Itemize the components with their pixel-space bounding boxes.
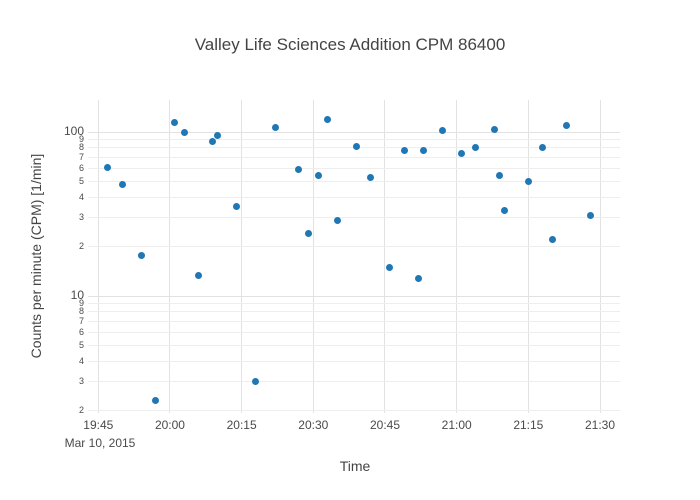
h-gridline <box>88 217 620 219</box>
y-tick-label: 10 <box>70 288 84 302</box>
h-gridline <box>88 180 620 182</box>
v-gridline <box>527 100 529 413</box>
h-gridline <box>88 246 620 248</box>
x-tick-label: 20:45 <box>369 418 400 432</box>
data-point[interactable] <box>152 397 160 405</box>
v-gridline <box>241 100 243 413</box>
x-axis-date-annotation: Mar 10, 2015 <box>64 436 136 450</box>
x-axis-title: Time <box>339 458 371 474</box>
y-tick-label: 5 <box>78 175 84 186</box>
v-gridline <box>312 100 314 413</box>
y-tick-label: 8 <box>78 306 84 317</box>
data-point[interactable] <box>171 118 179 126</box>
data-point[interactable] <box>414 275 422 283</box>
data-point[interactable] <box>233 203 241 211</box>
data-point[interactable] <box>524 177 532 185</box>
y-tick-label: 100 <box>63 124 84 138</box>
x-tick-label: 19:45 <box>83 418 114 432</box>
data-point[interactable] <box>180 128 188 136</box>
data-point[interactable] <box>563 121 571 129</box>
chart-title: Valley Life Sciences Addition CPM 86400 <box>194 35 506 54</box>
y-tick-label: 7 <box>78 315 84 326</box>
h-gridline <box>88 156 620 158</box>
x-tick-label: 21:15 <box>513 418 544 432</box>
data-point[interactable] <box>305 230 313 238</box>
y-tick-label: 6 <box>78 326 84 337</box>
h-gridline <box>88 295 620 297</box>
h-gridline <box>88 344 620 346</box>
y-tick-label: 4 <box>78 191 84 202</box>
v-gridline <box>599 100 601 413</box>
data-point[interactable] <box>295 166 303 174</box>
h-gridline <box>88 167 620 169</box>
data-point[interactable] <box>496 172 504 180</box>
y-tick-label: 9 <box>78 298 84 308</box>
data-point[interactable] <box>104 163 112 171</box>
h-gridline <box>88 311 620 313</box>
data-point[interactable] <box>118 180 126 188</box>
v-gridline <box>169 100 171 413</box>
data-point[interactable] <box>252 378 260 386</box>
data-point[interactable] <box>214 132 222 140</box>
x-tick-label: 20:15 <box>226 418 257 432</box>
h-gridline <box>88 381 620 383</box>
data-point[interactable] <box>457 149 465 157</box>
h-gridline <box>88 139 620 140</box>
data-point[interactable] <box>333 216 341 224</box>
data-point[interactable] <box>137 252 145 260</box>
y-tick-label: 8 <box>78 142 84 153</box>
data-point[interactable] <box>386 263 394 271</box>
v-gridline <box>384 100 386 413</box>
data-point[interactable] <box>491 125 499 133</box>
y-tick-label: 9 <box>78 134 84 144</box>
data-point[interactable] <box>548 236 556 244</box>
data-point[interactable] <box>419 147 427 155</box>
data-point[interactable] <box>500 207 508 215</box>
h-gridline <box>88 331 620 333</box>
h-gridline <box>88 410 620 412</box>
data-point[interactable] <box>400 147 408 155</box>
data-point[interactable] <box>586 211 594 219</box>
y-tick-label: 3 <box>78 376 84 387</box>
data-point[interactable] <box>352 142 360 150</box>
y-tick-label: 4 <box>78 355 84 366</box>
y-tick-label: 2 <box>78 405 84 416</box>
data-point[interactable] <box>367 173 375 181</box>
data-point[interactable] <box>539 143 547 151</box>
y-tick-label: 7 <box>78 151 84 162</box>
h-gridline <box>88 303 620 304</box>
h-gridline <box>88 320 620 322</box>
y-tick-label: 5 <box>78 339 84 350</box>
x-tick-label: 20:00 <box>154 418 185 432</box>
data-point[interactable] <box>271 124 279 132</box>
v-gridline <box>97 100 99 413</box>
y-tick-label: 6 <box>78 162 84 173</box>
h-gridline <box>88 196 620 198</box>
x-tick-label: 21:30 <box>584 418 616 432</box>
v-gridline <box>456 100 458 413</box>
x-tick-label: 21:00 <box>441 418 472 432</box>
data-point[interactable] <box>314 172 322 180</box>
x-tick-label: 20:30 <box>298 418 329 432</box>
y-tick-label: 2 <box>78 241 84 252</box>
h-gridline <box>88 131 620 133</box>
data-point[interactable] <box>472 144 480 152</box>
h-gridline <box>88 360 620 362</box>
y-tick-label: 3 <box>78 212 84 223</box>
data-point[interactable] <box>438 127 446 135</box>
data-point[interactable] <box>209 137 217 145</box>
data-point[interactable] <box>324 115 332 123</box>
data-point[interactable] <box>195 271 203 279</box>
